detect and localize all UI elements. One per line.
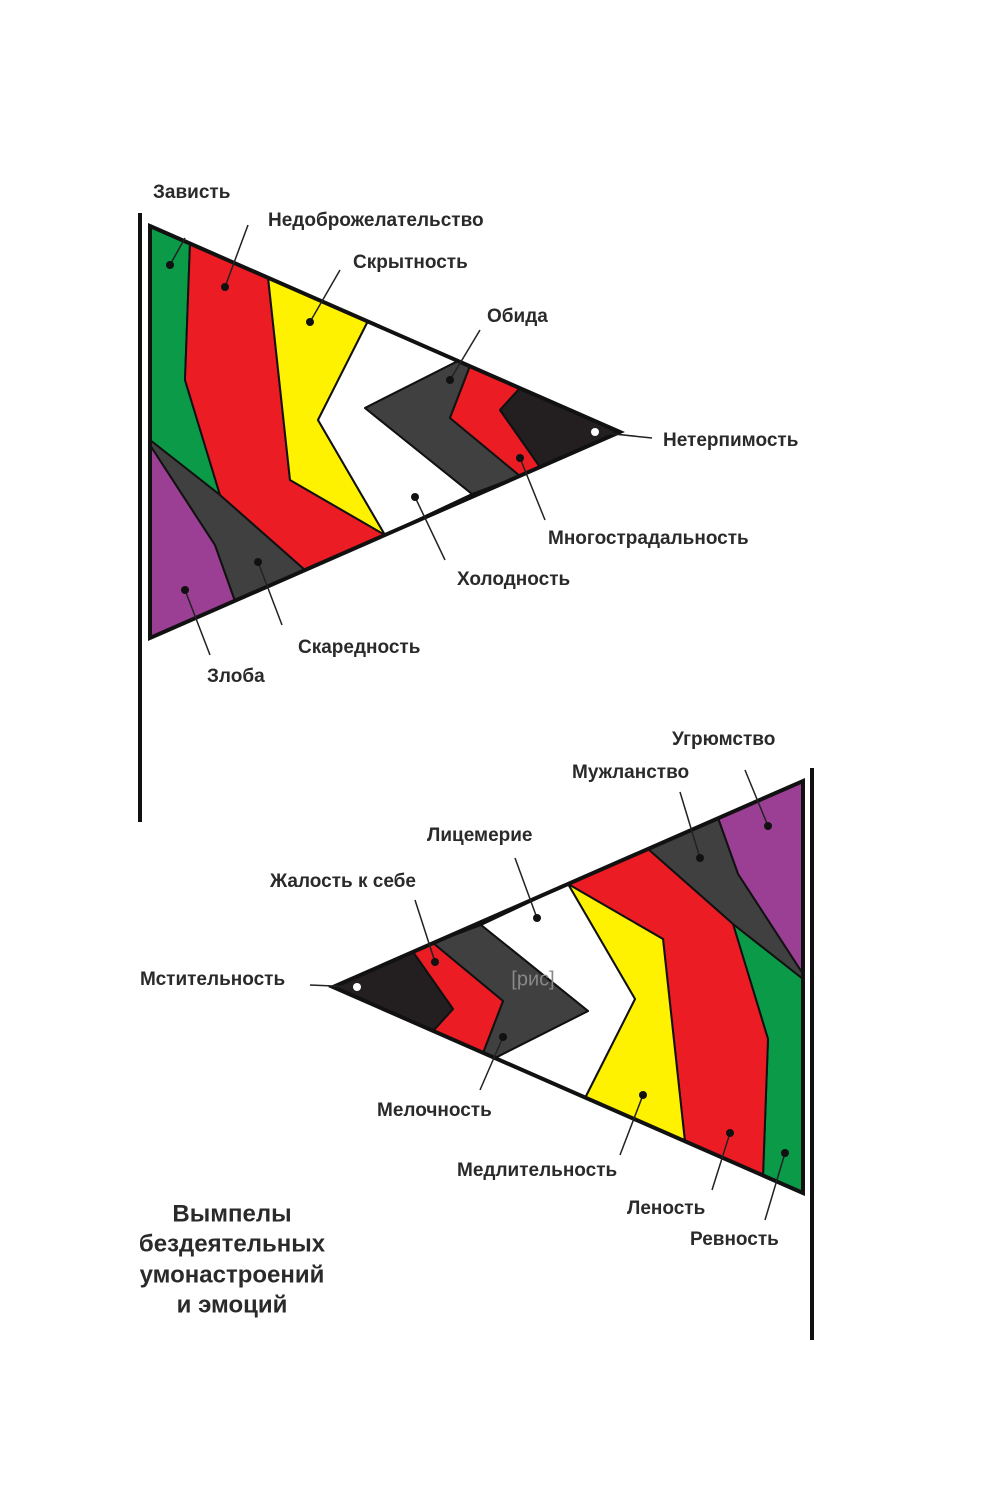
leader-line (169, 237, 186, 266)
region-label: Ревность (690, 1229, 779, 1250)
leader-line (744, 769, 769, 827)
watermark: [рис] (511, 968, 554, 990)
region-label: Угрюмство (672, 729, 775, 750)
leader-dot (781, 1149, 789, 1157)
leaders (166, 224, 789, 1221)
leader-dot (411, 493, 419, 501)
region-label: Скаредность (298, 637, 420, 658)
region-label: Лицемерие (427, 825, 532, 846)
leader-line (309, 269, 341, 323)
region-label: Мелочность (377, 1100, 492, 1121)
region-label: Зависть (153, 182, 230, 203)
leader-line (514, 857, 538, 919)
leader-dot (306, 318, 314, 326)
leader-line (711, 1132, 731, 1191)
leader-line (257, 561, 283, 626)
leader-dot (764, 822, 772, 830)
region-label: Злоба (207, 666, 265, 687)
leader-dot (726, 1129, 734, 1137)
leader-line (414, 496, 446, 561)
region-label: Многострадальность (548, 528, 749, 549)
region-label: Мстительность (140, 969, 285, 990)
leader-line (309, 984, 358, 988)
leader-line (519, 457, 546, 521)
leader-dot (639, 1091, 647, 1099)
pennant-top (138, 213, 622, 822)
region-label: Жалость к себе (269, 871, 416, 892)
leader-dot (696, 854, 704, 862)
leader-dot (353, 983, 361, 991)
leader-line (619, 1094, 644, 1156)
leader-line (679, 791, 701, 859)
leader-line (414, 899, 436, 963)
pennant-bottom (331, 768, 814, 1340)
labels: Зависть Недоброжелательство Скрытность Обид… (140, 182, 798, 1250)
caption: Вымпелы бездеятельных умонастроений и эм… (139, 1200, 326, 1318)
leader-dot (431, 958, 439, 966)
leader-line (184, 589, 211, 656)
region-label: Нетерпимость (663, 430, 798, 451)
leader-dot (254, 558, 262, 566)
caption-line: бездеятельных (139, 1230, 326, 1257)
caption-line: умонастроений (140, 1261, 325, 1288)
leader-dot (533, 914, 541, 922)
leader-line (224, 224, 249, 288)
leader-dot (221, 283, 229, 291)
leader-dot (181, 586, 189, 594)
region-label: Обида (487, 306, 548, 327)
leader-dot (166, 261, 174, 269)
region-label: Мужланство (572, 762, 689, 783)
caption-line: Вымпелы (172, 1200, 291, 1227)
leader-dot (591, 428, 599, 436)
leader-line (764, 1152, 786, 1221)
region-label: Холодность (457, 569, 570, 590)
leader-line (594, 431, 653, 439)
caption-line: и эмоций (177, 1291, 288, 1318)
leader-line (479, 1036, 504, 1091)
region-label: Медлительность (457, 1160, 617, 1181)
region-label: Скрытность (353, 252, 468, 273)
region-label: Леность (627, 1198, 705, 1219)
leader-dot (516, 454, 524, 462)
leader-dot (446, 376, 454, 384)
leader-dot (499, 1033, 507, 1041)
leader-line (449, 329, 481, 381)
region-label: Недоброжелательство (268, 210, 484, 231)
